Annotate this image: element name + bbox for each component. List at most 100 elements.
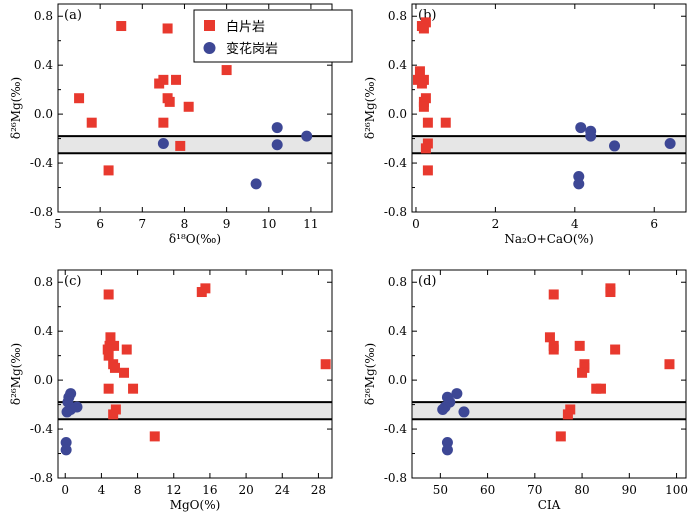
data-point-white-mica-rock — [105, 332, 116, 343]
data-point-white-mica-rock — [416, 78, 427, 89]
data-point-white-mica-rock — [418, 23, 429, 34]
y-tick-label: -0.8 — [384, 205, 407, 219]
y-tick-label: -0.4 — [30, 422, 54, 436]
data-point-white-mica-rock — [418, 101, 429, 112]
x-tick-label: 4 — [98, 483, 106, 497]
data-point-white-mica-rock — [102, 344, 113, 355]
x-tick-label: 11 — [303, 217, 318, 231]
data-point-granite — [60, 444, 72, 456]
plot-frame — [57, 269, 333, 479]
panel-a: -0.8 -0.4 0.0 0.4 0.8 5 6 7 8 9 10 11 δ¹⁸O(‰) δ²⁶Mg(‰… — [9, 3, 353, 246]
data-point-white-mica-rock — [664, 359, 675, 370]
data-point-granite — [61, 406, 73, 418]
y-tick-label: -0.4 — [384, 422, 408, 436]
data-point-white-mica-rock — [422, 165, 433, 176]
data-point-white-mica-rock — [420, 143, 431, 154]
data-point-granite — [441, 444, 453, 456]
x-tick-label: 4 — [571, 217, 579, 231]
x-tick-label: 0 — [61, 483, 69, 497]
data-point-white-mica-rock — [103, 350, 114, 361]
x-tick-label: 16 — [202, 483, 217, 497]
reference-band — [58, 136, 332, 154]
data-point-granite — [250, 178, 262, 190]
data-point-white-mica-rock — [196, 287, 207, 298]
y-tick-label: 0.4 — [34, 324, 53, 338]
x-tick-label: 5 — [54, 217, 62, 231]
data-point-granite — [664, 137, 676, 149]
data-point-white-mica-rock — [119, 367, 130, 378]
data-point-granite — [451, 388, 463, 400]
x-tick-label: 12 — [166, 483, 181, 497]
x-tick-label: 50 — [433, 483, 448, 497]
data-point-white-mica-rock — [116, 21, 127, 32]
data-point-white-mica-rock — [221, 65, 232, 76]
panel-label: (c) — [64, 274, 81, 289]
data-point-white-mica-rock — [103, 165, 114, 176]
x-tick-label: 10 — [261, 217, 276, 231]
data-point-white-mica-rock — [548, 289, 559, 300]
data-point-white-mica-rock — [86, 117, 97, 128]
data-point-white-mica-rock — [562, 409, 573, 420]
y-tick-label: 0.0 — [34, 373, 53, 387]
y-tick-label: -0.8 — [384, 471, 407, 485]
data-point-white-mica-rock — [440, 117, 451, 128]
y-tick-label: 0.8 — [388, 275, 407, 289]
reference-band — [58, 402, 332, 420]
data-point-granite — [157, 137, 169, 149]
data-point-white-mica-rock — [577, 367, 588, 378]
data-point-white-mica-rock — [555, 431, 566, 442]
y-tick-label: -0.8 — [30, 205, 53, 219]
data-point-white-mica-rock — [414, 66, 425, 77]
data-point-granite — [575, 122, 587, 134]
legend-label-white-mica-rock: 白片岩 — [226, 19, 265, 35]
data-point-white-mica-rock — [162, 23, 173, 34]
data-point-granite — [458, 406, 470, 418]
data-point-white-mica-rock — [320, 359, 331, 370]
y-axis-label: δ²⁶Mg(‰) — [363, 77, 377, 139]
plot-frame — [411, 3, 687, 213]
data-point-white-mica-rock — [171, 74, 182, 85]
legend-box — [193, 9, 353, 63]
data-point-white-mica-rock — [164, 96, 175, 107]
panel-d: -0.8 -0.4 0.0 0.4 0.8 50 60 70 80 90 100 CIA δ²⁶Mg(‰… — [363, 269, 688, 512]
y-axis-label: δ²⁶Mg(‰) — [9, 77, 23, 139]
y-tick-label: -0.8 — [30, 471, 53, 485]
data-point-white-mica-rock — [154, 78, 165, 89]
data-point-white-mica-rock — [422, 117, 433, 128]
x-tick-label: 28 — [311, 483, 326, 497]
x-tick-label: 6 — [650, 217, 658, 231]
x-tick-label: 70 — [527, 483, 542, 497]
x-axis-label: CIA — [538, 498, 561, 512]
x-tick-label: 2 — [492, 217, 500, 231]
y-tick-label: 0.0 — [34, 107, 53, 121]
y-axis-label: δ²⁶Mg(‰) — [363, 343, 377, 405]
x-axis-label: MgO(%) — [170, 498, 221, 512]
reference-band — [412, 136, 686, 154]
legend-swatch-granite — [203, 42, 216, 54]
data-point-white-mica-rock — [108, 409, 119, 420]
x-tick-label: 9 — [223, 217, 231, 231]
data-point-granite — [609, 140, 621, 152]
y-tick-label: 0.0 — [388, 373, 407, 387]
data-point-granite — [437, 403, 449, 415]
y-tick-label: 0.4 — [388, 324, 407, 338]
y-tick-label: 0.8 — [34, 275, 53, 289]
data-point-granite — [271, 122, 283, 134]
data-point-white-mica-rock — [548, 344, 559, 355]
data-point-white-mica-rock — [109, 340, 120, 351]
x-tick-label: 20 — [238, 483, 253, 497]
x-tick-label: 0 — [412, 217, 420, 231]
data-point-white-mica-rock — [544, 332, 555, 343]
x-tick-label: 7 — [138, 217, 146, 231]
y-tick-label: 0.8 — [388, 9, 407, 23]
panel-label: (d) — [418, 274, 436, 289]
data-point-white-mica-rock — [183, 101, 194, 112]
x-tick-label: 8 — [181, 217, 189, 231]
data-point-granite — [271, 139, 283, 151]
panel-label: (a) — [64, 8, 82, 23]
data-point-white-mica-rock — [610, 344, 621, 355]
data-point-white-mica-rock — [175, 140, 186, 151]
data-point-white-mica-rock — [158, 117, 169, 128]
data-point-white-mica-rock — [128, 383, 139, 394]
